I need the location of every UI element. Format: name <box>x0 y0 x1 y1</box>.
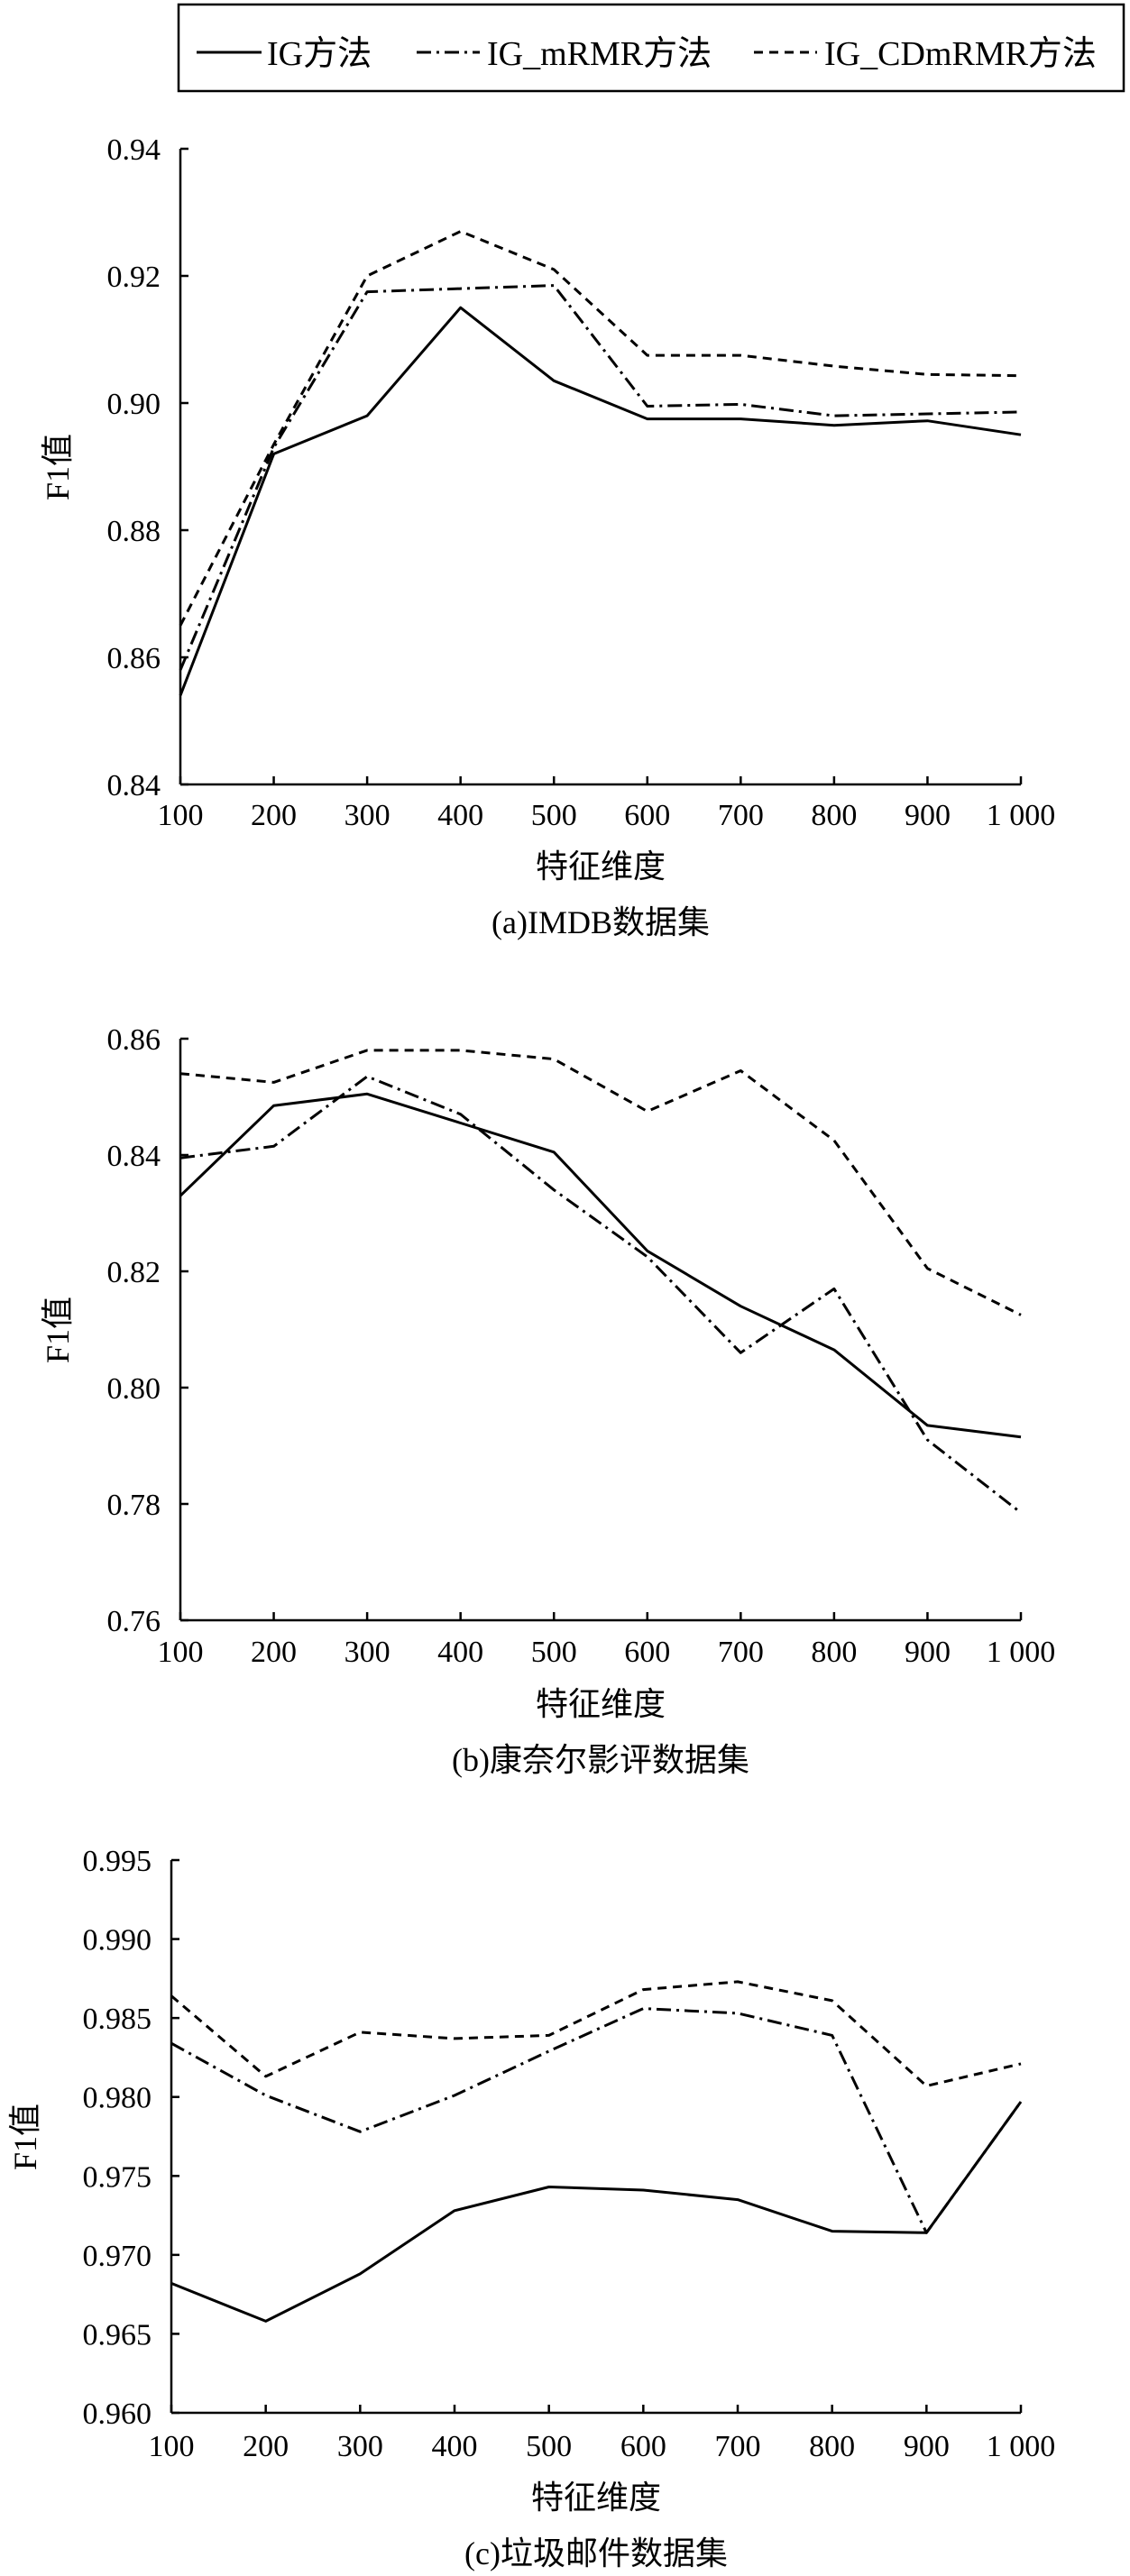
chart-b-x-tick-label: 1 000 <box>987 1636 1056 1669</box>
chart-a-x-tick-label: 1 000 <box>987 799 1056 832</box>
chart-b-y-tick-label: 0.82 <box>107 1256 161 1289</box>
chart-b-series-ig <box>179 1092 1022 1439</box>
chart-b-y-tick-label: 0.78 <box>107 1489 161 1522</box>
chart-a-y-tick-label: 0.88 <box>107 515 161 548</box>
chart-a-y-ticks: 0.84 0.86 0.88 0.90 0.92 0.94 <box>107 133 188 802</box>
chart-c-y-tick-label: 0.990 <box>83 1924 152 1957</box>
chart-c-x-tick-label: 900 <box>904 2430 950 2463</box>
chart-c-x-tick-label: 400 <box>432 2430 478 2463</box>
chart-a-x-ticks: 100 200 300 400 500 600 700 800 900 1 000 <box>158 776 1056 832</box>
chart-c-series-ig-mrmr <box>170 2007 1023 2234</box>
chart-b-ylabel: F1值 <box>40 1297 76 1363</box>
chart-c-x-tick-label: 500 <box>526 2430 572 2463</box>
chart-a-x-tick-label: 500 <box>531 799 577 832</box>
chart-c-y-tick-label: 0.985 <box>83 2003 152 2036</box>
chart-b: 0.76 0.78 0.80 0.82 0.84 0.86 100 200 300 400 500… <box>40 1023 1055 1778</box>
chart-b-y-tick-label: 0.86 <box>107 1023 161 1057</box>
chart-a-y-tick-label: 0.90 <box>107 388 161 421</box>
chart-c-y-tick-label: 0.965 <box>83 2318 152 2351</box>
chart-c-series-ig <box>170 2101 1023 2323</box>
chart-a-series-ig-mrmr <box>179 284 1022 671</box>
chart-b-x-tick-label: 300 <box>345 1636 390 1669</box>
chart-c-y-ticks: 0.960 0.965 0.970 0.975 0.980 0.985 0.990 0.995 <box>83 1845 179 2431</box>
legend-label-ig: IG方法 <box>267 35 372 73</box>
chart-c: 0.960 0.965 0.970 0.975 0.980 0.985 0.990 0.995… <box>7 1845 1055 2571</box>
chart-c-caption: (c)垃圾邮件数据集 <box>464 2535 728 2571</box>
chart-a-x-tick-label: 900 <box>905 799 951 832</box>
chart-a-series-ig-cdmrmr <box>179 230 1022 627</box>
chart-b-x-tick-label: 400 <box>437 1636 483 1669</box>
chart-b-x-ticks: 100 200 300 400 500 600 700 800 900 1 000 <box>158 1612 1056 1669</box>
chart-b-series-ig-cdmrmr <box>179 1049 1022 1316</box>
chart-c-series-ig-cdmrmr <box>170 1980 1022 2087</box>
chart-a-y-tick-label: 0.92 <box>107 261 161 294</box>
chart-c-y-tick-label: 0.980 <box>83 2082 152 2115</box>
chart-c-x-tick-label: 100 <box>149 2430 195 2463</box>
chart-c-series <box>170 1980 1023 2323</box>
chart-c-x-tick-label: 600 <box>620 2430 666 2463</box>
legend: IG方法 IG_mRMR方法 IG_CDmRMR方法 <box>177 3 1125 93</box>
chart-a-series <box>179 230 1022 696</box>
chart-b-y-tick-label: 0.84 <box>107 1140 161 1173</box>
legend-label-ig-mrmr: IG_mRMR方法 <box>487 35 712 73</box>
chart-a-y-tick-label: 0.84 <box>107 769 161 802</box>
chart-c-y-tick-label: 0.960 <box>83 2397 152 2431</box>
chart-a-x-tick-label: 600 <box>624 799 670 832</box>
chart-a-x-tick-label: 700 <box>718 799 764 832</box>
chart-b-x-tick-label: 500 <box>531 1636 577 1669</box>
chart-a: 0.84 0.86 0.88 0.90 0.92 0.94 100 200 300 400 500… <box>40 133 1055 940</box>
chart-c-x-tick-label: 200 <box>243 2430 289 2463</box>
chart-b-x-tick-label: 200 <box>251 1636 297 1669</box>
chart-b-y-tick-label: 0.76 <box>107 1605 161 1638</box>
chart-c-xlabel: 特征维度 <box>531 2480 661 2516</box>
chart-c-y-tick-label: 0.995 <box>83 1845 152 1878</box>
chart-c-x-tick-label: 800 <box>809 2430 855 2463</box>
chart-c-x-ticks: 100 200 300 400 500 600 700 800 900 1 000 <box>149 2405 1056 2463</box>
chart-c-x-tick-label: 1 000 <box>987 2430 1056 2463</box>
chart-b-x-tick-label: 900 <box>905 1636 951 1669</box>
chart-a-series-ig <box>179 306 1022 696</box>
chart-b-y-tick-label: 0.80 <box>107 1372 161 1406</box>
chart-c-y-tick-label: 0.970 <box>83 2240 152 2273</box>
chart-b-xlabel: 特征维度 <box>536 1686 666 1722</box>
chart-b-x-tick-label: 100 <box>158 1636 204 1669</box>
chart-b-series-ig-mrmr <box>179 1075 1022 1514</box>
chart-a-x-tick-label: 100 <box>158 799 204 832</box>
chart-a-y-tick-label: 0.94 <box>107 133 161 167</box>
chart-b-x-tick-label: 700 <box>718 1636 764 1669</box>
chart-c-x-tick-label: 700 <box>715 2430 761 2463</box>
chart-b-x-tick-label: 600 <box>624 1636 670 1669</box>
chart-a-caption: (a)IMDB数据集 <box>492 904 710 940</box>
chart-a-y-tick-label: 0.86 <box>107 642 161 675</box>
chart-a-x-tick-label: 300 <box>345 799 390 832</box>
chart-c-y-tick-label: 0.975 <box>83 2160 152 2194</box>
chart-b-caption: (b)康奈尔影评数据集 <box>452 1742 749 1778</box>
chart-b-series <box>179 1049 1022 1514</box>
chart-a-x-tick-label: 400 <box>437 799 483 832</box>
chart-c-ylabel: F1值 <box>7 2104 43 2170</box>
chart-b-x-tick-label: 800 <box>811 1636 857 1669</box>
chart-a-x-tick-label: 200 <box>251 799 297 832</box>
chart-a-x-tick-label: 800 <box>811 799 857 832</box>
legend-box <box>177 3 1125 93</box>
chart-a-ylabel: F1值 <box>40 434 76 500</box>
chart-a-xlabel: 特征维度 <box>536 848 666 885</box>
legend-label-ig-cdmrmr: IG_CDmRMR方法 <box>824 35 1097 73</box>
chart-b-y-ticks: 0.76 0.78 0.80 0.82 0.84 0.86 <box>107 1023 188 1638</box>
chart-c-x-tick-label: 300 <box>337 2430 383 2463</box>
